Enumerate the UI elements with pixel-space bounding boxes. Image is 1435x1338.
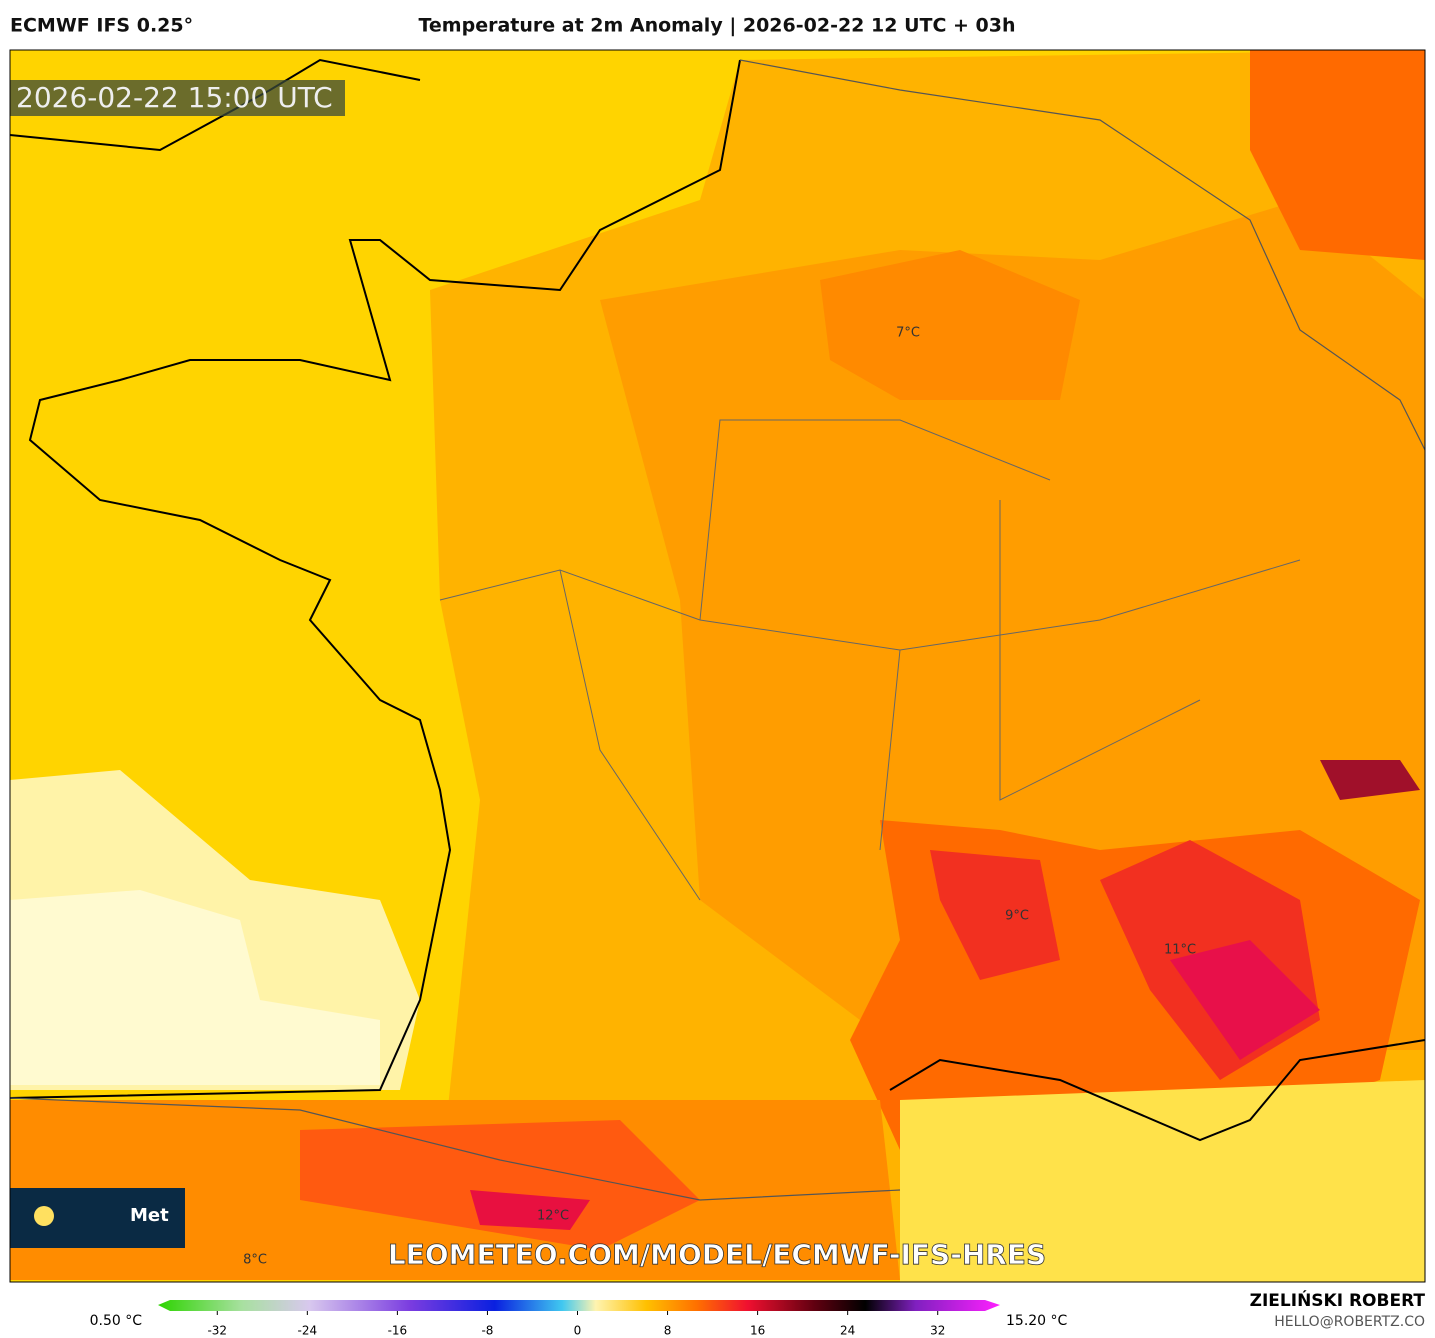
contact: HELLO@ROBERTZ.CO <box>1274 1314 1425 1330</box>
map-title: Temperature at 2m Anomaly | 2026-02-22 1… <box>418 15 1015 37</box>
contour-label: 11°C <box>1164 943 1196 958</box>
colorbar-tick-label: 16 <box>750 1324 765 1338</box>
watermark: LEOMETEO.COM/MODEL/ECMWF-IFS-HRES <box>388 1238 1046 1271</box>
colorbar <box>158 1300 1000 1311</box>
colorbar-tick-label: -16 <box>388 1324 408 1338</box>
colorbar-tick-label: 24 <box>840 1324 855 1338</box>
map: 2026-02-22 15:00 UTC Met 7°C 9°C 11°C 12°C 8… <box>10 50 1425 1282</box>
colorbar-max: 15.20 °C <box>1006 1313 1068 1329</box>
contour-label: 8°C <box>243 1253 267 1268</box>
colorbar-tick-label: -32 <box>207 1324 227 1338</box>
colorbar-tick-label: -8 <box>481 1324 493 1338</box>
logo-text: Met <box>130 1205 169 1226</box>
colorbar-min: 0.50 °C <box>90 1313 143 1329</box>
valid-time: 2026-02-22 15:00 UTC <box>16 81 333 114</box>
contour-label: 12°C <box>537 1209 569 1224</box>
contour-label: 7°C <box>896 326 920 341</box>
colorbar-tick-label: 32 <box>930 1324 945 1338</box>
author: ZIELIŃSKI ROBERT <box>1250 1289 1426 1311</box>
model-name: ECMWF IFS 0.25° <box>10 15 193 37</box>
contour-label: 9°C <box>1005 909 1029 924</box>
colorbar-tick-label: 0 <box>574 1324 582 1338</box>
colorbar-tick-label: -24 <box>298 1324 318 1338</box>
map-frame <box>9 49 1426 1283</box>
colorbar-tick-label: 8 <box>664 1324 672 1338</box>
